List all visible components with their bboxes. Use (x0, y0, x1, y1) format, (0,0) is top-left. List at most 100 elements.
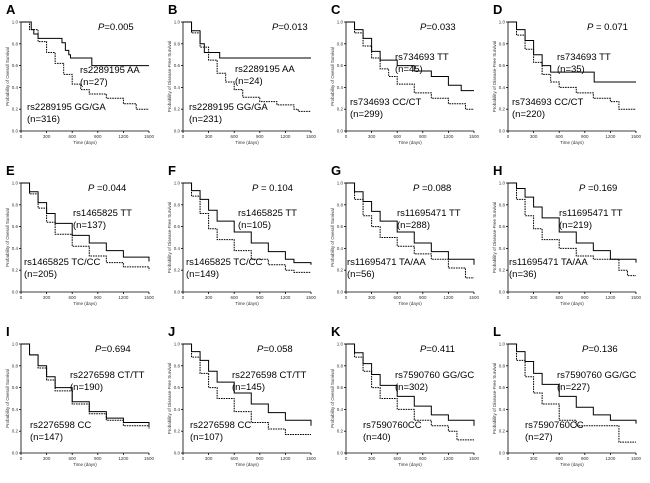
p-value-number: =0.136 (588, 344, 617, 355)
y-tick-label: 0.0 (499, 451, 506, 456)
x-tick-label: 0 (20, 295, 23, 300)
x-tick-label: 1200 (280, 295, 291, 300)
y-tick-label: 1.0 (337, 181, 344, 186)
group-count: (n=45) (395, 64, 423, 75)
x-tick-label: 1200 (605, 134, 616, 139)
p-value-number: =0.169 (585, 183, 617, 194)
y-axis-label: Probability of Overall Survival (5, 208, 10, 267)
x-tick-label: 900 (419, 134, 427, 139)
group-label: rs2289195 AA (80, 65, 140, 76)
y-tick-label: 1.0 (337, 20, 344, 25)
panel-b: B 0.0 0.2 0.4 0.6 0.8 1.0 0 300 600 900 1200 1500 Tim… (167, 2, 317, 145)
x-tick-label: 300 (205, 295, 213, 300)
x-tick-label: 0 (20, 134, 23, 139)
group-count: (n=299) (350, 109, 383, 120)
panel-letter: G (331, 163, 341, 178)
p-value-number: =0.033 (426, 22, 455, 33)
x-tick-label: 1200 (605, 456, 616, 461)
x-tick-label: 300 (530, 456, 538, 461)
group-count: (n=227) (557, 382, 590, 393)
y-tick-label: 0.4 (337, 407, 344, 412)
x-tick-label: 1200 (118, 456, 129, 461)
y-tick-label: 1.0 (499, 342, 506, 347)
y-tick-label: 0.4 (337, 246, 344, 251)
p-prefix: P (420, 344, 427, 355)
y-tick-label: 0.6 (174, 385, 181, 390)
x-tick-label: 1500 (144, 295, 155, 300)
y-tick-label: 0.8 (337, 363, 344, 368)
group-label: rs7590760CC (525, 420, 584, 431)
group-label: rs7590760 GG/GC (557, 370, 636, 381)
x-tick-label: 600 (230, 134, 238, 139)
panel-letter: J (168, 324, 175, 339)
y-tick-label: 0.2 (337, 107, 344, 112)
x-tick-label: 0 (345, 134, 348, 139)
y-tick-label: 0.2 (499, 107, 506, 112)
p-prefix: P (582, 344, 589, 355)
y-tick-label: 1.0 (337, 342, 344, 347)
group-count: (n=27) (525, 432, 553, 443)
p-prefix: P (272, 22, 279, 33)
group-count: (n=24) (235, 76, 263, 87)
survival-curve-dashed (183, 182, 311, 273)
y-tick-label: 1.0 (499, 181, 506, 186)
x-tick-label: 600 (393, 295, 401, 300)
y-tick-label: 0.6 (499, 385, 506, 390)
x-axis-label: Time (days) (235, 462, 259, 467)
y-tick-label: 0.6 (174, 224, 181, 229)
y-tick-label: 0.2 (12, 429, 19, 434)
y-tick-label: 0.8 (174, 202, 181, 207)
group-count: (n=190) (70, 382, 103, 393)
x-tick-label: 300 (43, 456, 51, 461)
group-label: rs11695471 TT (559, 208, 623, 219)
survival-curve-dashed (346, 21, 474, 110)
p-value: P=0.411 (420, 344, 455, 355)
x-tick-label: 1200 (280, 456, 291, 461)
group-count: (n=107) (190, 432, 223, 443)
x-tick-label: 600 (230, 456, 238, 461)
y-axis-label: Probability of Disease-Free Survival (167, 41, 172, 113)
x-tick-label: 1500 (144, 456, 155, 461)
group-count: (n=105) (238, 220, 271, 231)
survival-curve-solid (346, 182, 475, 265)
x-tick-label: 1200 (443, 295, 454, 300)
x-tick-label: 300 (205, 456, 213, 461)
x-tick-label: 1500 (306, 456, 317, 461)
p-prefix: P (98, 22, 105, 33)
p-value: P=0.136 (582, 344, 618, 355)
panel-letter: K (331, 324, 341, 339)
y-tick-label: 0.2 (12, 268, 19, 273)
group-count: (n=220) (512, 109, 545, 120)
p-value-number: = 0.071 (593, 22, 628, 33)
x-axis-label: Time (days) (73, 462, 97, 467)
panel-f: F 0.0 0.2 0.4 0.6 0.8 1.0 0 300 600 900 1200 1500 Tim… (167, 163, 317, 306)
p-value-number: =0.013 (278, 22, 307, 33)
x-tick-label: 300 (368, 295, 376, 300)
group-label: rs11695471 TA/AA (509, 257, 588, 268)
x-tick-label: 600 (555, 456, 563, 461)
x-tick-label: 900 (581, 134, 589, 139)
survival-curve-dashed (346, 343, 474, 441)
y-tick-label: 0.8 (499, 202, 506, 207)
x-tick-label: 300 (530, 134, 538, 139)
y-tick-label: 0.4 (174, 246, 181, 251)
group-label: rs734693 CC/CT (512, 97, 583, 108)
x-tick-label: 1500 (469, 456, 480, 461)
y-tick-label: 0.0 (337, 290, 344, 295)
panel-l: L 0.0 0.2 0.4 0.6 0.8 1.0 0 300 600 900 1200 1500 Tim… (492, 324, 642, 467)
y-tick-label: 0.8 (174, 41, 181, 46)
x-tick-label: 0 (507, 456, 510, 461)
y-axis-label: Probability of Overall Survival (5, 47, 10, 106)
y-tick-label: 0.2 (174, 268, 181, 273)
group-label: rs2276598 CT/TT (70, 370, 145, 381)
y-tick-label: 1.0 (12, 20, 19, 25)
p-value: P = 0.071 (587, 22, 628, 33)
x-tick-label: 1200 (443, 134, 454, 139)
y-tick-label: 0.8 (499, 363, 506, 368)
y-tick-label: 0.6 (499, 63, 506, 68)
x-axis-label: Time (days) (560, 140, 584, 145)
group-label: rs734693 CC/CT (350, 97, 421, 108)
y-tick-label: 0.0 (337, 129, 344, 134)
y-tick-label: 0.0 (499, 290, 506, 295)
x-tick-label: 1500 (306, 134, 317, 139)
